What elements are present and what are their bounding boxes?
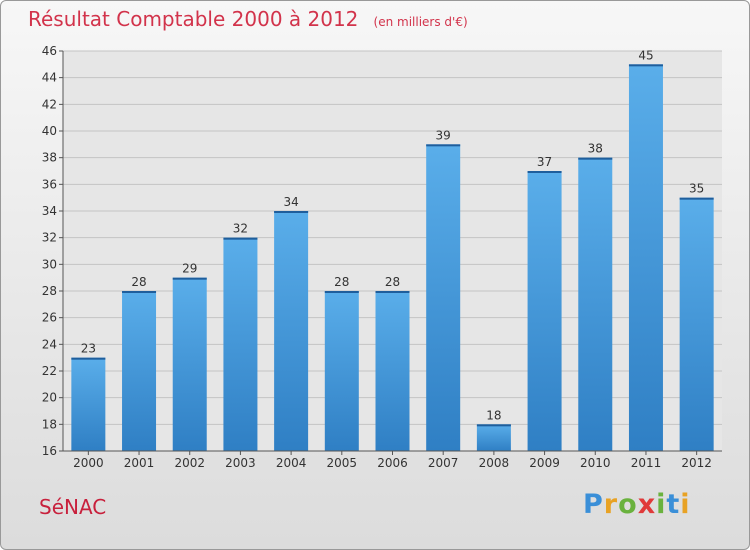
data-label: 34 xyxy=(283,195,298,209)
x-tick-label: 2010 xyxy=(580,456,611,470)
bar xyxy=(122,291,157,451)
data-label: 28 xyxy=(334,275,349,289)
bar-top-edge xyxy=(679,197,714,200)
y-tick-label: 28 xyxy=(42,284,57,298)
data-label: 39 xyxy=(436,128,451,142)
x-tick-label: 2004 xyxy=(276,456,307,470)
x-tick-label: 2005 xyxy=(327,456,358,470)
y-tick-label: 38 xyxy=(42,151,57,165)
x-tick-label: 2009 xyxy=(529,456,560,470)
labels: 16 18 20 22 24 26 28 30 32 34 36 38 40 42 44 46 23 2000 28… xyxy=(42,44,712,470)
x-tick-label: 2000 xyxy=(73,456,104,470)
title-block: Résultat Comptable 2000 à 2012 (en milli… xyxy=(28,7,468,31)
city-name: SéNAC xyxy=(39,495,107,519)
axes xyxy=(59,50,722,455)
bar-top-edge xyxy=(375,291,410,293)
logo-letter: x xyxy=(637,489,657,520)
bar-top-edge xyxy=(628,64,663,67)
logo-letter: i xyxy=(656,489,667,520)
bar-top-edge xyxy=(122,291,157,293)
x-tick-label: 2011 xyxy=(631,456,662,470)
data-label: 38 xyxy=(588,142,603,156)
bar xyxy=(578,157,613,451)
bar xyxy=(426,144,461,452)
logo-letter: o xyxy=(618,489,638,520)
data-label: 32 xyxy=(233,222,248,236)
bar-top-edge xyxy=(172,277,207,280)
y-tick-label: 36 xyxy=(42,177,57,191)
bar xyxy=(476,424,511,451)
bar xyxy=(628,64,663,452)
y-tick-label: 18 xyxy=(42,417,57,431)
y-tick-label: 16 xyxy=(42,444,57,458)
bar xyxy=(223,237,258,451)
y-tick-label: 24 xyxy=(42,337,57,351)
bar xyxy=(71,357,106,451)
x-tick-label: 2003 xyxy=(225,456,256,470)
bar-top-edge xyxy=(274,211,309,213)
bar-top-edge xyxy=(223,237,258,240)
x-tick-label: 2002 xyxy=(174,456,205,470)
logo-letter: r xyxy=(603,489,619,520)
proxiti-logo: Proxiti xyxy=(583,489,691,520)
bar xyxy=(375,291,410,451)
y-tick-label: 26 xyxy=(42,311,57,325)
data-label: 18 xyxy=(486,408,501,422)
y-tick-label: 34 xyxy=(42,204,57,218)
data-label: 28 xyxy=(385,275,400,289)
bar-top-edge xyxy=(578,157,613,160)
y-tick-label: 22 xyxy=(42,364,57,378)
data-label: 23 xyxy=(81,342,96,356)
data-label: 29 xyxy=(182,262,197,276)
bars xyxy=(71,64,714,452)
chart-title: Résultat Comptable 2000 à 2012 xyxy=(28,7,359,31)
y-tick-label: 46 xyxy=(42,44,57,58)
bar xyxy=(274,211,309,451)
logo-letter: i xyxy=(680,489,691,520)
y-tick-label: 44 xyxy=(42,71,57,85)
bar-top-edge xyxy=(324,291,359,293)
bar-top-edge xyxy=(527,171,562,173)
data-label: 35 xyxy=(689,182,704,196)
data-label: 28 xyxy=(131,275,146,289)
x-tick-label: 2007 xyxy=(428,456,459,470)
y-tick-label: 30 xyxy=(42,257,57,271)
y-tick-label: 42 xyxy=(42,97,57,111)
bar xyxy=(527,171,562,451)
bar xyxy=(324,291,359,451)
x-tick-label: 2008 xyxy=(479,456,510,470)
x-tick-label: 2012 xyxy=(681,456,712,470)
bar-top-edge xyxy=(476,424,511,427)
bar-top-edge xyxy=(71,357,106,360)
bar xyxy=(679,197,714,451)
logo-letter: t xyxy=(666,489,681,520)
logo-letter: P xyxy=(583,489,604,520)
x-tick-label: 2006 xyxy=(377,456,408,470)
y-tick-label: 40 xyxy=(42,124,57,138)
bar xyxy=(172,277,207,451)
y-tick-label: 20 xyxy=(42,391,57,405)
bar-top-edge xyxy=(426,144,461,147)
x-tick-label: 2001 xyxy=(124,456,155,470)
y-tick-label: 32 xyxy=(42,231,57,245)
data-label: 45 xyxy=(638,48,653,62)
chart-subtitle: (en milliers d'€) xyxy=(373,15,468,29)
data-label: 37 xyxy=(537,155,552,169)
